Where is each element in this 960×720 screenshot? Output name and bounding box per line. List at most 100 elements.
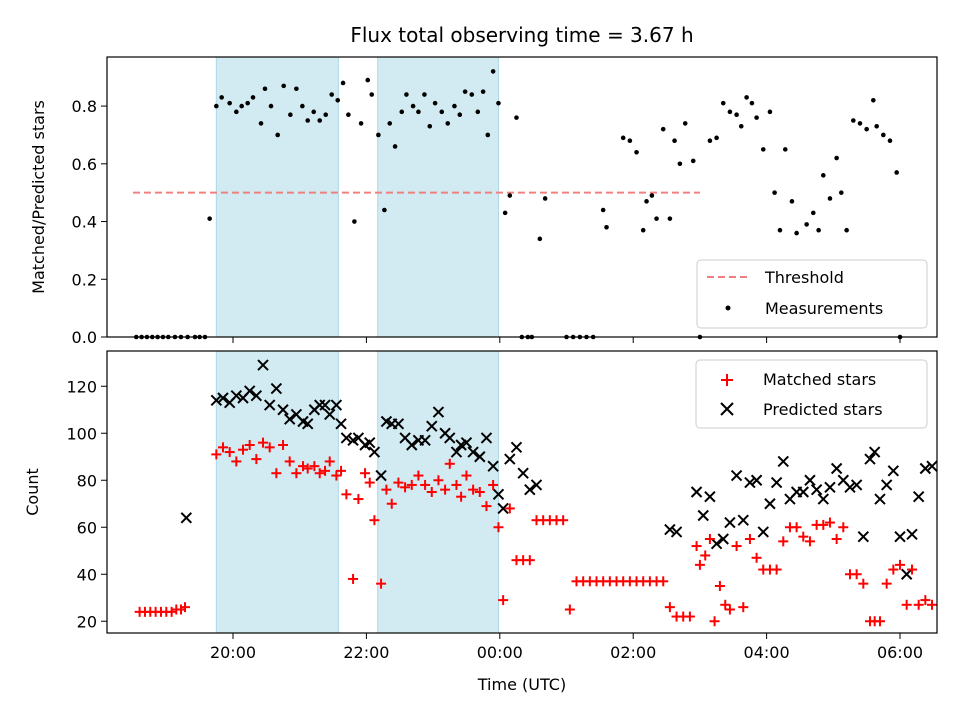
predicted-stars-point (510, 441, 523, 454)
measurement-point (514, 115, 519, 120)
measurement-point (600, 207, 606, 213)
measurement-point (457, 112, 463, 118)
matched-stars-point (804, 536, 815, 547)
predicted-stars-point (777, 455, 789, 468)
top-axes-frame (106, 56, 938, 338)
matched-stars-point (709, 616, 720, 627)
predicted-stars-point (474, 451, 486, 463)
matched-stars-point (364, 477, 375, 488)
bottom-y-tick-label: 20 (77, 612, 97, 631)
predicted-stars-point (724, 516, 736, 529)
matched-stars-point (664, 602, 675, 613)
matched-stars-point (413, 470, 424, 481)
measurement-point (475, 109, 481, 115)
matched-stars-point (468, 484, 479, 495)
matched-stars-point (302, 463, 313, 474)
measurement-point (894, 170, 899, 175)
measurement-point (496, 100, 501, 106)
predicted-stars-point (830, 462, 843, 475)
matched-stars-point (778, 536, 789, 547)
matched-stars-point (291, 468, 302, 479)
legend-predicted-label: Predicted stars (763, 400, 883, 419)
matched-stars-point (426, 487, 437, 497)
predicted-stars-point (480, 432, 493, 444)
top-y-ticks: 0.0 0.2 0.4 0.6 0.8 (72, 97, 107, 347)
predicted-stars-point (912, 490, 925, 503)
measurement-point (690, 158, 696, 164)
matched-stars-point (386, 498, 397, 509)
matched-stars-point (818, 519, 829, 530)
matched-stars-point (217, 442, 228, 453)
matched-stars-point (353, 494, 364, 505)
matched-stars-point (874, 616, 885, 627)
chart-title: Flux total observing time = 3.67 h (350, 23, 693, 47)
measurement-point (317, 118, 323, 123)
measurement-point (485, 132, 491, 138)
matched-stars-point (691, 541, 702, 552)
measurement-point (469, 92, 475, 97)
measurement-point (365, 77, 371, 83)
predicted-stars-point (530, 479, 543, 491)
measurement-point (542, 196, 548, 201)
bottom-x-ticks: 20:00 22:00 00:00 02:00 04:00 06:00 (210, 633, 923, 662)
predicted-stars-point (504, 453, 516, 465)
matched-stars-point (838, 522, 849, 533)
measurement-point (839, 190, 844, 195)
predicted-stars-point (487, 460, 499, 472)
measurement-point (392, 144, 398, 149)
x-tick-label: 04:00 (744, 643, 790, 662)
matched-stars-point (771, 564, 782, 575)
measurement-point (844, 227, 849, 233)
predicted-stars-point (744, 476, 756, 489)
matched-stars-point (724, 604, 735, 615)
measurement-point (660, 126, 666, 132)
measurement-point (427, 123, 433, 129)
predicted-stars-point (257, 359, 269, 371)
legend-measurements-swatch (725, 305, 731, 311)
predicted-stars-point (887, 465, 900, 477)
bottom-y-tick-label: 80 (77, 471, 97, 490)
measurement-point (346, 112, 351, 118)
measurement-point (387, 121, 393, 126)
measurement-point (250, 95, 256, 100)
measurement-point (275, 132, 280, 138)
bottom-axes-frame (106, 350, 938, 634)
matched-stars-point (927, 599, 938, 610)
measurement-point (707, 138, 713, 144)
measurement-point (871, 97, 876, 103)
matched-stars-point (320, 465, 331, 476)
predicted-stars-point (737, 514, 749, 526)
measurement-point (294, 86, 299, 92)
measurement-point (834, 155, 839, 161)
measurement-point (376, 132, 381, 138)
measurement-point (410, 103, 416, 109)
measurement-point (649, 193, 655, 198)
top-panel: 0.00.20.40.60.8 Matched/Predicted stars … (29, 56, 938, 347)
predicted-stars-point (250, 389, 263, 402)
measurement-point (644, 199, 649, 204)
measurement-point (507, 193, 513, 198)
measurement-point (262, 86, 268, 92)
measurement-point (335, 97, 341, 103)
measurement-point (219, 95, 224, 100)
predicted-stars-points (180, 359, 938, 580)
x-tick-label: 06:00 (877, 643, 923, 662)
predicted-stars-point (704, 490, 716, 503)
matched-stars-point (278, 440, 289, 450)
predicted-stars-point (697, 509, 709, 522)
measurement-point (738, 123, 744, 129)
matched-stars-point (493, 522, 504, 533)
measurement-point (789, 199, 795, 204)
observing-span-bottom-0 (215, 350, 339, 634)
measurement-point (864, 126, 869, 132)
matched-stars-point (251, 454, 262, 465)
legend-matched-label: Matched stars (763, 370, 876, 389)
measurement-point (490, 69, 496, 74)
measurement-point (640, 227, 646, 233)
matched-stars-point (284, 456, 295, 467)
measurement-point (399, 109, 405, 115)
matched-stars-point (433, 475, 444, 486)
x-tick-label: 20:00 (210, 643, 256, 662)
predicted-stars-point (406, 439, 418, 451)
